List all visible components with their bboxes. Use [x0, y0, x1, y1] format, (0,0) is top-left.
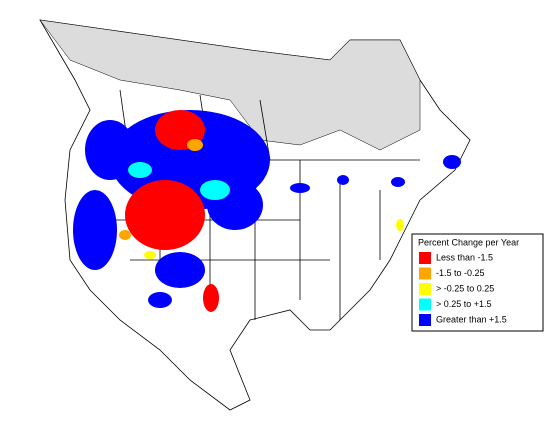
legend-label: Greater than +1.5 — [436, 314, 507, 324]
trend-blob — [396, 219, 404, 231]
legend-swatch — [419, 298, 431, 311]
legend: Percent Change per Year Less than -1.5 -1… — [411, 233, 544, 332]
trend-blob — [119, 230, 131, 240]
trend-areas — [73, 110, 461, 312]
legend-label: > 0.25 to +1.5 — [436, 299, 492, 309]
trend-blob — [337, 175, 349, 185]
legend-label: Less than -1.5 — [436, 252, 493, 262]
legend-title: Percent Change per Year — [418, 237, 519, 247]
legend-swatch — [419, 314, 431, 326]
legend-label: > -0.25 to 0.25 — [436, 283, 494, 293]
legend-swatch — [419, 267, 431, 280]
legend-box — [411, 233, 544, 332]
trend-blob — [85, 120, 135, 180]
trend-blob — [144, 251, 156, 259]
trend-blob — [391, 177, 405, 187]
trend-blob — [187, 139, 203, 151]
trend-blob — [125, 180, 205, 250]
trend-blob — [200, 180, 230, 200]
no-data-region — [39, 19, 421, 151]
trend-blob — [148, 292, 172, 308]
trend-blob — [73, 190, 117, 270]
trend-blob — [155, 252, 205, 288]
trend-blob — [443, 155, 461, 169]
legend-swatch — [419, 283, 431, 295]
trend-blob — [128, 162, 152, 178]
trend-blob — [203, 284, 219, 312]
legend-label: -1.5 to -0.25 — [436, 268, 485, 278]
trend-blob — [290, 183, 310, 193]
legend-swatch — [419, 252, 431, 264]
